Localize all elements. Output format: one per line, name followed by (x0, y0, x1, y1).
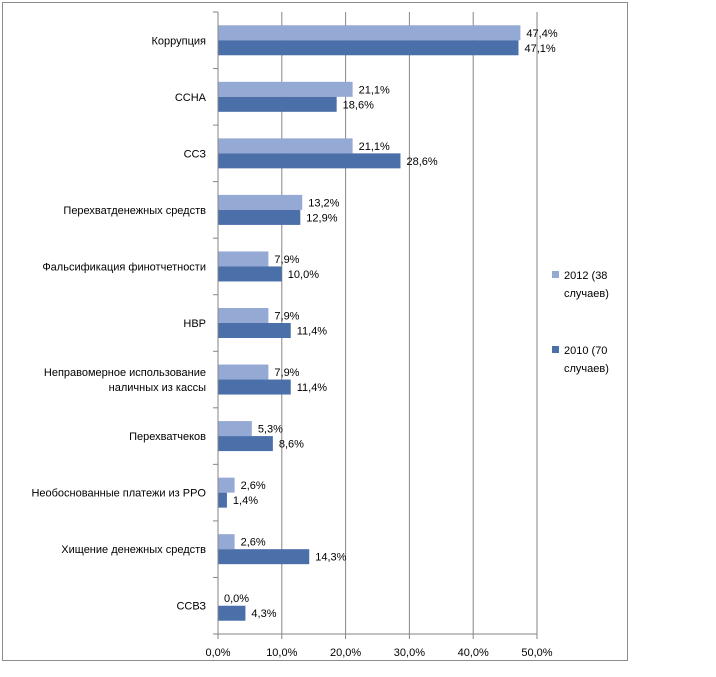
axes: 0,0% 10,0% 20,0% 30,0% 40,0% 50,0% (205, 11, 553, 659)
bar-2012 (218, 364, 269, 380)
data-label: 2,6% (241, 537, 266, 549)
legend: 2012 (38 случаев) 2010 (70 случаев) (552, 270, 609, 375)
data-label: 10,0% (288, 269, 319, 281)
labels: 47,4% 47,1% Коррупция 21,1% 18,6% ССНА 21,1% 28… (31, 28, 557, 620)
category-label: Фальсификация финотчетности (42, 261, 206, 273)
data-label: 12,9% (306, 212, 337, 224)
bar-2010 (218, 266, 282, 282)
gridlines (281, 12, 538, 634)
bar-2010 (218, 492, 227, 508)
x-tick-label: 0,0% (205, 647, 230, 659)
category-label: Хищение денежных средств (61, 544, 206, 556)
bar-2010 (218, 153, 401, 169)
data-label: 13,2% (308, 197, 339, 209)
x-tick-label: 20,0% (330, 647, 361, 659)
bar-2010 (218, 40, 519, 56)
bar-2012 (218, 477, 235, 493)
legend-label: 2012 (38 (564, 270, 607, 282)
data-label: 4,3% (251, 608, 276, 620)
data-label: 21,1% (359, 141, 390, 153)
category-label: ССНА (175, 92, 207, 104)
x-tick-label: 10,0% (266, 647, 297, 659)
bar-2010 (218, 436, 273, 452)
bar-2010 (218, 549, 310, 565)
bar-2012 (218, 25, 521, 41)
bar-2012 (218, 138, 353, 154)
data-label: 28,6% (406, 156, 437, 168)
data-label: 2,6% (241, 480, 266, 492)
category-label: Коррупция (152, 35, 207, 47)
bar-2012 (218, 194, 303, 210)
legend-label: 2010 (70 (564, 345, 607, 357)
data-label: 47,4% (526, 28, 557, 40)
data-label: 7,9% (274, 367, 299, 379)
legend-label: случаев) (564, 363, 609, 375)
bar-2010 (218, 323, 291, 338)
bar-2010 (218, 379, 291, 395)
bar-2012 (218, 534, 235, 550)
bars (218, 25, 521, 621)
data-label: 5,3% (258, 424, 283, 436)
bar-2010 (218, 209, 301, 225)
category-label: НВР (183, 318, 206, 330)
x-tick-label: 40,0% (458, 647, 489, 659)
category-label: Перехватденежных средств (63, 205, 206, 217)
bar-2010 (218, 96, 337, 112)
legend-label: случаев) (564, 288, 609, 300)
category-label: Необоснованные платежи из PPO (31, 488, 206, 500)
chart-border (2, 2, 628, 661)
category-label: Перехватчеков (129, 431, 206, 443)
data-label: 18,6% (343, 99, 374, 111)
data-label: 14,3% (315, 552, 346, 564)
data-label: 0,0% (224, 593, 249, 605)
data-label: 47,1% (524, 43, 555, 55)
data-label: 11,4% (297, 382, 328, 394)
bar-2012 (218, 251, 269, 267)
data-label: 7,9% (274, 311, 299, 323)
data-label: 7,9% (274, 254, 299, 266)
data-label: 8,6% (279, 439, 304, 451)
bar-2010 (218, 605, 246, 621)
category-label: ССЗ (184, 148, 207, 160)
x-tick-label: 30,0% (394, 647, 425, 659)
category-label: наличных из кассы (109, 382, 206, 394)
data-label: 11,4% (297, 326, 328, 338)
data-label: 21,1% (359, 84, 390, 96)
bar-2012 (218, 308, 269, 323)
category-label: ССВЗ (176, 601, 206, 613)
legend-swatch (552, 346, 559, 353)
category-label: Неправомерное использование (44, 367, 206, 379)
bar-2012 (218, 421, 252, 437)
bar-2012 (218, 81, 353, 97)
legend-swatch (552, 271, 559, 278)
data-label: 1,4% (233, 495, 258, 507)
x-tick-label: 50,0% (521, 647, 552, 659)
